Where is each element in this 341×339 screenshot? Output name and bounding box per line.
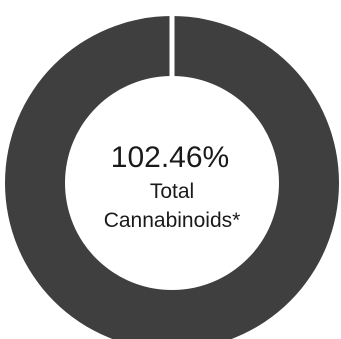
center-label-total: Total [150,180,194,203]
center-label-cannabinoids: Cannabinoids* [104,209,241,232]
center-value: 102.46% [111,141,229,174]
donut-slice [5,16,339,339]
donut-slices [5,16,339,339]
